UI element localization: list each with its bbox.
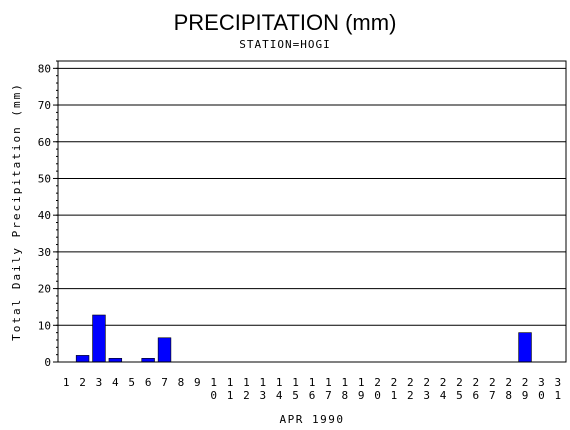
y-axis-label: Total Daily Precipitation (mm) bbox=[10, 82, 23, 341]
x-axis-label: APR 1990 bbox=[280, 413, 345, 426]
y-axis: 0 10 20 30 40 50 60 70 80 bbox=[38, 60, 58, 369]
x-tick-label: 7 bbox=[161, 376, 168, 389]
grid-lines bbox=[58, 67, 566, 326]
x-tick-label: 9 bbox=[194, 376, 201, 389]
bar-day-7 bbox=[157, 337, 172, 363]
x-tick-label: 8 bbox=[178, 376, 185, 389]
chart-subtitle: STATION=HOGI bbox=[239, 38, 330, 51]
y-tick-label: 40 bbox=[38, 209, 51, 222]
plot-frame bbox=[57, 60, 567, 363]
y-tick-label: 10 bbox=[38, 319, 51, 332]
y-tick-label: 30 bbox=[38, 246, 51, 259]
bars bbox=[75, 314, 532, 363]
y-tick-label: 50 bbox=[38, 172, 51, 185]
y-tick-label: 20 bbox=[38, 283, 51, 296]
x-tick-label: 6 bbox=[145, 376, 152, 389]
y-tick-label: 80 bbox=[38, 62, 51, 75]
x-tick-label: 5 bbox=[128, 376, 135, 389]
y-tick-label: 60 bbox=[38, 136, 51, 149]
x-tick-label: 3 bbox=[96, 376, 103, 389]
x-tick-label: 4 bbox=[112, 376, 119, 389]
bar-day-2 bbox=[75, 355, 90, 363]
bar-day-29 bbox=[518, 332, 532, 363]
bar-day-3 bbox=[92, 314, 106, 363]
chart-title: PRECIPITATION (mm) bbox=[174, 10, 397, 35]
bar-day-6 bbox=[141, 358, 155, 363]
bar-day-4 bbox=[108, 358, 123, 363]
x-axis: 1 2 3 4 5 6 7 8 9 1 01 11 21 31 41 51 61 71 81 92 02 12 22 32 42… bbox=[63, 376, 561, 402]
x-tick-label: 1 bbox=[63, 376, 70, 389]
y-tick-label: 0 bbox=[44, 356, 51, 369]
y-tick-label: 70 bbox=[38, 99, 51, 112]
x-tick-label: 2 bbox=[79, 376, 86, 389]
